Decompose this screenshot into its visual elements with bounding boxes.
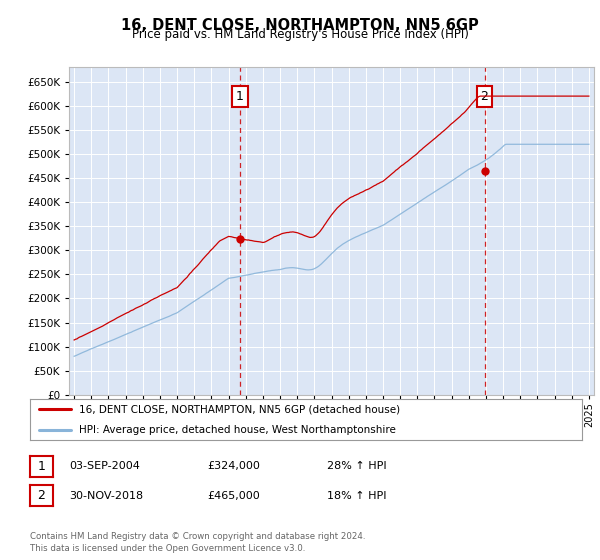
Text: Contains HM Land Registry data © Crown copyright and database right 2024.
This d: Contains HM Land Registry data © Crown c… [30,532,365,553]
Text: HPI: Average price, detached house, West Northamptonshire: HPI: Average price, detached house, West… [79,424,395,435]
Text: 1: 1 [236,90,244,102]
Text: 16, DENT CLOSE, NORTHAMPTON, NN5 6GP (detached house): 16, DENT CLOSE, NORTHAMPTON, NN5 6GP (de… [79,404,400,414]
Text: 30-NOV-2018: 30-NOV-2018 [69,491,143,501]
Text: 2: 2 [481,90,488,102]
Text: Price paid vs. HM Land Registry's House Price Index (HPI): Price paid vs. HM Land Registry's House … [131,28,469,41]
Text: 18% ↑ HPI: 18% ↑ HPI [327,491,386,501]
Text: £324,000: £324,000 [207,461,260,472]
Text: 16, DENT CLOSE, NORTHAMPTON, NN5 6GP: 16, DENT CLOSE, NORTHAMPTON, NN5 6GP [121,18,479,33]
Text: 2: 2 [37,489,46,502]
Text: £465,000: £465,000 [207,491,260,501]
Text: 03-SEP-2004: 03-SEP-2004 [69,461,140,472]
Text: 28% ↑ HPI: 28% ↑ HPI [327,461,386,472]
Text: 1: 1 [37,460,46,473]
